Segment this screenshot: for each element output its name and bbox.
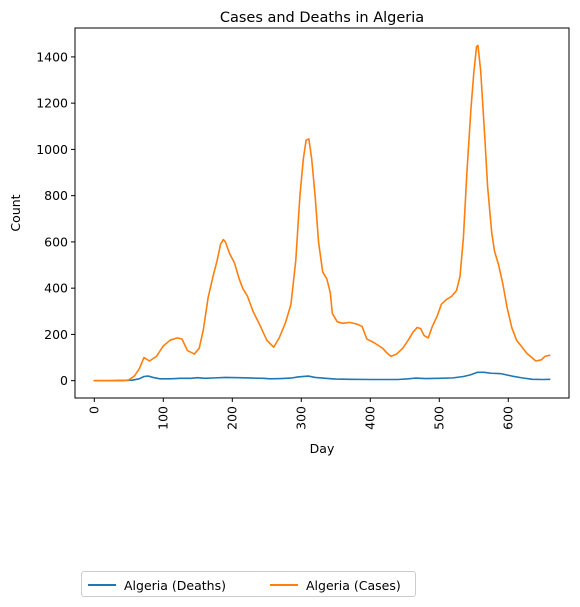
legend-item-deaths: Algeria (Deaths) [88,577,226,593]
y-tick-label: 400 [44,281,68,296]
y-tick-label: 600 [44,234,68,249]
x-tick-label: 500 [431,406,446,430]
legend-label-cases: Algeria (Cases) [306,577,401,593]
y-tick-label: 1400 [36,49,68,64]
legend-swatch-cases [270,584,298,586]
y-tick-label: 1200 [36,96,68,111]
x-tick-label: 0 [86,406,101,414]
series-line-cases [93,44,551,382]
legend-label-deaths: Algeria (Deaths) [124,577,226,593]
x-axis-label: Day [310,441,335,456]
x-tick-label: 400 [362,406,377,430]
plot-lines [93,44,551,382]
x-tick-label: 300 [293,406,308,430]
x-tick-label: 600 [500,406,515,430]
x-axis: 0 100 200 300 400 500 600 [86,398,515,430]
y-tick-label: 200 [44,327,68,342]
y-axis-label: Count [8,194,23,231]
y-tick-label: 1000 [36,142,68,157]
plot-frame [74,27,570,399]
legend: Algeria (Deaths) Algeria (Cases) [81,571,416,597]
y-axis: 0 200 400 600 800 1000 1200 1400 [36,49,75,388]
y-tick-label: 0 [60,373,68,388]
legend-item-cases: Algeria (Cases) [270,577,401,593]
x-tick-label: 200 [224,406,239,430]
chart-title: Cases and Deaths in Algeria [220,10,424,26]
series-line-deaths [93,371,551,382]
legend-swatch-deaths [88,584,116,586]
y-tick-label: 800 [44,188,68,203]
x-tick-label: 100 [155,406,170,430]
